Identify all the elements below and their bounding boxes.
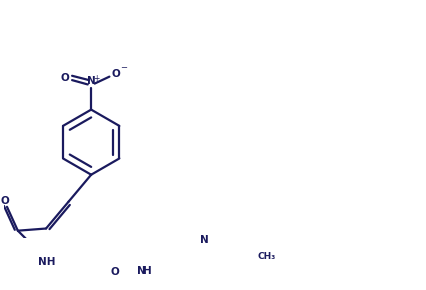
Text: N: N — [201, 235, 209, 245]
Text: −: − — [120, 64, 127, 72]
Text: H: H — [143, 266, 152, 276]
Text: O: O — [112, 69, 121, 79]
Text: NH: NH — [38, 257, 56, 267]
Text: S: S — [115, 289, 124, 290]
Text: N: N — [137, 266, 145, 276]
Text: N: N — [87, 76, 95, 86]
Text: +: + — [93, 74, 100, 83]
Text: O: O — [61, 73, 69, 83]
Text: O: O — [111, 267, 119, 277]
Text: CH₃: CH₃ — [258, 252, 276, 262]
Text: O: O — [1, 196, 10, 206]
